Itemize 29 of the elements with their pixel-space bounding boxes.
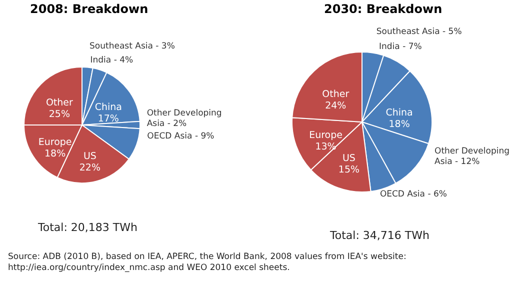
data-label: 18%	[388, 118, 410, 130]
data-label: 17%	[98, 114, 119, 125]
data-label: 25%	[48, 108, 70, 120]
slice-label: Europe	[309, 130, 343, 142]
slice-label: OECD Asia - 9%	[147, 131, 214, 142]
slice-label: Europe	[38, 137, 72, 148]
text: Total: 34,716 TWh	[329, 229, 430, 242]
data-label: 18%	[44, 148, 66, 160]
slice-label: Southeast Asia - 5%	[376, 27, 462, 38]
slice-label: Southeast Asia - 3%	[90, 41, 175, 52]
chart-title: 2030: Breakdown	[324, 2, 442, 16]
slice-label: China	[386, 107, 413, 118]
slice-label: Other	[322, 88, 350, 100]
data-label: 22%	[79, 162, 100, 174]
slice-label: OECD Asia - 6%	[380, 190, 447, 200]
text: Total: 20,183 TWh	[37, 221, 138, 234]
slice-label: India - 4%	[90, 56, 134, 66]
slice-label: China	[94, 102, 122, 114]
source-note: Source: ADB (2010 B), based on IEA, APERC, the World Bank, 2008 values from IEA's website: http://iea.org/country/index_nmc.asp and WEO 2010 excel sheets.	[8, 252, 408, 274]
slice-label: India - 7%	[379, 42, 422, 52]
chart-title: 2008: Breakdown	[30, 2, 148, 16]
slice-label: US	[342, 153, 356, 164]
slice-label: Other Developing Asia - 12%	[434, 146, 510, 168]
slice-label: US	[83, 150, 96, 162]
data-label: 24%	[325, 100, 346, 112]
data-label: 15%	[338, 164, 360, 176]
data-label: 13%	[315, 142, 336, 153]
slice-label: Other Developing Asia - 2%	[146, 108, 222, 130]
slice-label: Other	[46, 97, 74, 108]
